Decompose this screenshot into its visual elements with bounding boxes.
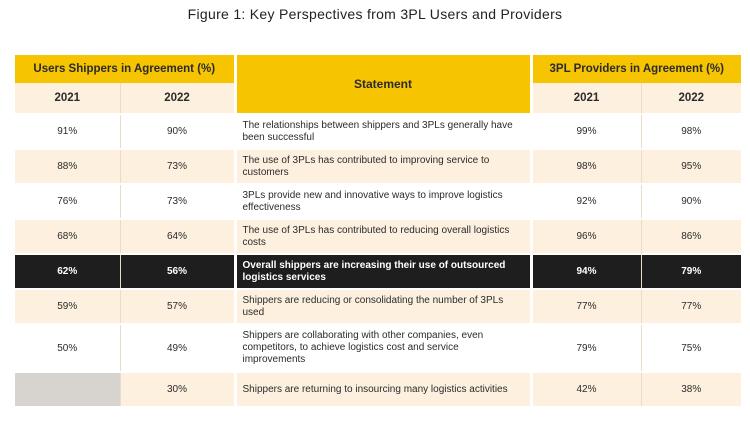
providers-2022-cell: 79% [640,253,741,289]
users-2021-cell: 59% [15,288,120,324]
providers-2022-cell: 95% [640,148,741,184]
year-header-row: 2021 2022 2021 2022 [15,83,741,114]
providers-2021-cell: 99% [531,113,641,149]
statement-cell: 3PLs provide new and innovative ways to … [233,183,533,219]
providers-2021-cell: 92% [531,183,641,219]
statement-cell: The use of 3PLs has contributed to impro… [233,148,533,184]
providers-2022-cell: 77% [640,288,741,324]
providers-2022-cell: 38% [640,371,741,406]
users-2021-cell: 50% [15,323,120,372]
header-row: Users Shippers in Agreement (%) Statemen… [15,55,741,114]
users-2022-header: 2022 [119,83,235,114]
providers-2022-cell: 90% [640,183,741,219]
providers-2021-header: 2021 [531,83,641,114]
table-row: 88% 73% The use of 3PLs has contributed … [15,148,741,184]
providers-2021-cell: 77% [531,288,641,324]
statement-cell: Overall shippers are increasing their us… [233,253,533,289]
providers-2022-cell: 75% [640,323,741,372]
table-row: 59% 57% Shippers are reducing or consoli… [15,288,741,324]
providers-2021-cell: 42% [531,371,641,406]
users-2021-header: 2021 [15,83,120,114]
users-2022-cell: 90% [119,113,235,149]
providers-2021-cell: 96% [531,218,641,254]
providers-group-header: 3PL Providers in Agreement (%) [531,55,741,83]
providers-2021-cell: 98% [531,148,641,184]
users-2022-cell: 73% [119,183,235,219]
users-2022-cell: 57% [119,288,235,324]
providers-2022-cell: 98% [640,113,741,149]
table-row: 68% 64% The use of 3PLs has contributed … [15,218,741,254]
users-2021-cell: 76% [15,183,120,219]
statement-cell: Shippers are collaborating with other co… [233,323,533,372]
statement-cell: Shippers are returning to insourcing man… [233,371,533,406]
table-row: 30% Shippers are returning to insourcing… [15,371,741,406]
users-2022-cell: 73% [119,148,235,184]
table-row: 50% 49% Shippers are collaborating with … [15,323,741,372]
users-2022-cell: 30% [119,371,235,406]
users-2022-cell: 56% [119,253,235,289]
providers-2021-cell: 79% [531,323,641,372]
users-2021-cell-empty [15,371,120,406]
providers-2021-cell: 94% [531,253,641,289]
users-2021-cell: 91% [15,113,120,149]
users-2021-cell: 68% [15,218,120,254]
perspectives-table: Users Shippers in Agreement (%) Statemen… [15,55,741,406]
table-row: 76% 73% 3PLs provide new and innovative … [15,183,741,219]
providers-2022-cell: 86% [640,218,741,254]
statement-cell: The relationships between shippers and 3… [233,113,533,149]
table-row: 91% 90% The relationships between shippe… [15,113,741,149]
users-2022-cell: 49% [119,323,235,372]
providers-2022-header: 2022 [640,83,741,114]
users-group-header: Users Shippers in Agreement (%) [15,55,235,83]
figure-caption: Figure 1: Key Perspectives from 3PL User… [187,6,563,22]
statement-cell: Shippers are reducing or consolidating t… [233,288,533,324]
statement-header: Statement [233,55,533,114]
statement-cell: The use of 3PLs has contributed to reduc… [233,218,533,254]
users-2022-cell: 64% [119,218,235,254]
users-2021-cell: 88% [15,148,120,184]
highlighted-table-row: 62% 56% Overall shippers are increasing … [15,253,741,289]
users-2021-cell: 62% [15,253,120,289]
